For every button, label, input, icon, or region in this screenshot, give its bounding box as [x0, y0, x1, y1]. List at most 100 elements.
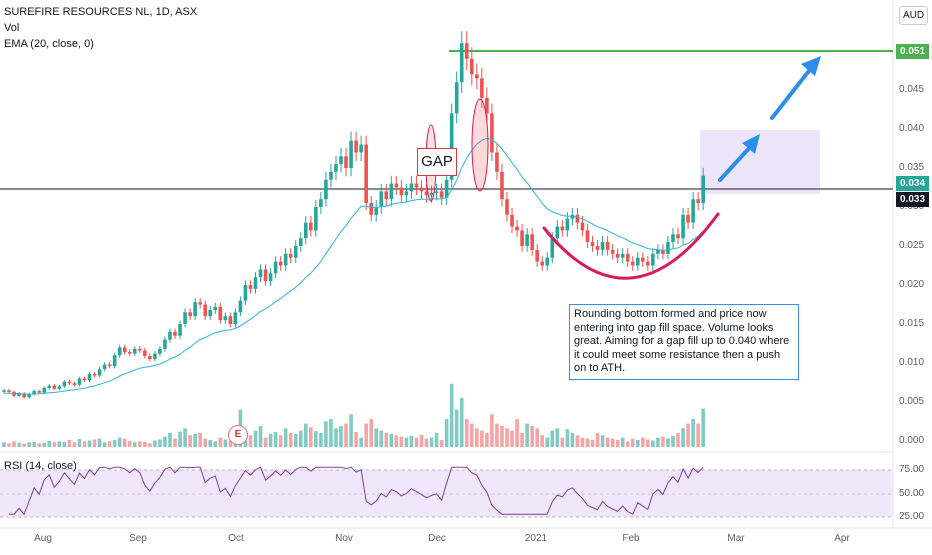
price-tick-label: 0.020: [899, 279, 925, 290]
candle-body: [490, 113, 494, 153]
volume-bar: [575, 435, 580, 447]
candle-body: [666, 242, 670, 254]
volume-bar: [309, 427, 313, 447]
volume-bar: [22, 443, 26, 447]
time-tick-label: Aug: [34, 533, 52, 544]
volume-bar: [132, 442, 137, 447]
volume-bar: [57, 441, 62, 447]
candle-body: [138, 348, 142, 351]
volume-bar: [520, 432, 524, 447]
volume-bar: [359, 437, 363, 447]
price-tick-label: 0.045: [899, 84, 925, 95]
volume-bar: [218, 437, 223, 447]
candle-body: [434, 191, 439, 193]
candle-body: [253, 277, 258, 289]
candle-body: [27, 394, 31, 398]
candle-body: [319, 199, 323, 207]
candle-body: [314, 207, 318, 231]
volume-bar: [615, 439, 620, 447]
volume-bar: [419, 434, 424, 447]
candle-body: [681, 214, 685, 239]
volume-bar: [228, 440, 233, 447]
volume-bar: [374, 428, 379, 447]
volume-bar: [82, 441, 87, 447]
volume-bar: [67, 439, 72, 447]
candle-body: [585, 230, 590, 243]
volume-bar: [138, 441, 142, 447]
candle-body: [218, 306, 223, 321]
candle-body: [661, 249, 665, 254]
volume-bar: [32, 441, 36, 447]
candle-body: [309, 222, 313, 231]
volume-bar: [364, 423, 368, 447]
candle-body: [112, 355, 117, 367]
volume-bar: [676, 432, 680, 447]
candle-body: [565, 218, 570, 231]
volume-bar: [404, 437, 409, 447]
candle-body: [656, 249, 660, 254]
candle-body: [22, 393, 26, 398]
volume-bar: [92, 439, 97, 447]
volume-bar: [560, 437, 565, 447]
candle-body: [72, 383, 77, 385]
volume-bar: [414, 437, 419, 447]
candle-body: [449, 113, 454, 180]
volume-bar: [500, 425, 504, 447]
volume-bar: [193, 433, 197, 447]
candle-body: [7, 390, 11, 392]
volume-bar: [273, 432, 278, 447]
volume-bar: [314, 431, 318, 447]
volume-bar: [72, 442, 77, 447]
volume-bar: [394, 435, 399, 447]
candle-body: [263, 269, 268, 282]
candle-body: [515, 226, 519, 231]
rsi-legend: RSI (14, close): [4, 460, 77, 472]
candle-body: [384, 191, 389, 200]
earnings-badge[interactable]: E: [228, 425, 248, 445]
volume-bar: [646, 439, 650, 447]
candle-body: [334, 164, 338, 172]
candle-body: [153, 353, 157, 360]
candle-body: [188, 312, 192, 317]
volume-bar: [143, 441, 147, 447]
volume-bar: [389, 433, 394, 447]
candle-body: [615, 253, 620, 258]
candle-body: [641, 257, 645, 262]
volume-bar: [610, 438, 615, 447]
volume-bar: [7, 443, 11, 447]
candle-body: [540, 261, 545, 266]
volume-bar: [464, 418, 469, 447]
candle-body: [288, 253, 293, 258]
arrow-to-gap-fill: [718, 143, 754, 182]
price-tick-label: 0.010: [899, 357, 925, 368]
currency-button[interactable]: AUD: [899, 6, 928, 25]
candle-body: [560, 226, 565, 231]
volume-bar: [278, 435, 283, 447]
volume-bar: [213, 441, 218, 447]
last-price-tag: 0.034: [896, 176, 929, 191]
candle-body: [62, 381, 67, 387]
candle-body: [304, 222, 308, 239]
volume-bar: [168, 432, 172, 447]
volume-bar: [42, 442, 47, 447]
candle-body: [243, 285, 248, 301]
candle-body: [168, 331, 172, 340]
volume-bar: [102, 442, 107, 447]
candle-body: [475, 74, 479, 79]
candle-body: [173, 331, 177, 336]
candle-body: [600, 242, 605, 250]
volume-bar: [656, 437, 660, 447]
candle-body: [148, 355, 152, 360]
volume-bar: [173, 438, 177, 447]
volume-bar: [409, 435, 414, 447]
volume-layer: [2, 383, 705, 447]
candle-body: [32, 391, 36, 395]
volume-bar: [480, 430, 484, 447]
volume-bar: [535, 428, 539, 447]
candle-body: [389, 183, 394, 200]
candle-body: [379, 191, 384, 207]
candle-body: [47, 385, 52, 388]
candle-body: [686, 214, 690, 223]
volume-bar: [298, 430, 303, 447]
volume-bar: [248, 435, 253, 447]
